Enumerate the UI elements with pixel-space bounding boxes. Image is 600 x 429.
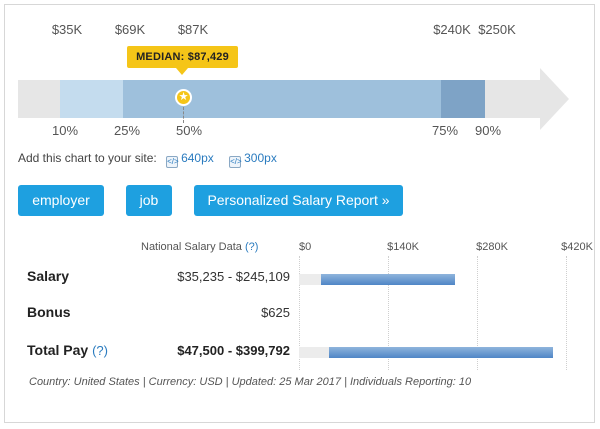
national-salary-data-header: National Salary Data (?)	[141, 241, 259, 253]
axis-tick-0: $0	[299, 241, 312, 253]
gridline	[388, 256, 389, 370]
axis-tick-140k: $140K	[387, 241, 419, 253]
salary-distribution-bar	[18, 68, 569, 130]
help-link[interactable]: (?)	[92, 343, 108, 358]
star-icon: ★	[175, 89, 192, 106]
top-label-p75: $240K	[433, 22, 471, 37]
median-marker-line	[183, 107, 184, 123]
median-badge-pointer	[176, 68, 188, 75]
embed-chart-row: Add this chart to your site: </> 640px </…	[18, 151, 277, 168]
top-label-p50: $87K	[177, 22, 209, 37]
embed-code-icon: </>	[229, 156, 242, 168]
personalized-salary-report-button[interactable]: Personalized Salary Report »	[194, 185, 403, 216]
salary-label: Salary	[27, 268, 70, 284]
job-button[interactable]: job	[126, 185, 172, 216]
employer-button[interactable]: employer	[18, 185, 104, 216]
embed-code-icon: </>	[166, 156, 179, 168]
embed-300-link[interactable]: </> 300px	[229, 151, 277, 168]
top-label-p25: $69K	[114, 22, 146, 37]
embed-640-link[interactable]: </> 640px	[166, 151, 214, 168]
median-badge: MEDIAN: $87,429	[127, 46, 238, 68]
percentile-label-50: 50%	[175, 123, 203, 138]
percentile-label-75: 75%	[431, 123, 459, 138]
range-p75-p90	[441, 80, 485, 118]
range-p10-p25	[60, 80, 123, 118]
percentile-label-10: 10%	[51, 123, 79, 138]
bonus-value: $625	[261, 305, 290, 320]
embed-prompt: Add this chart to your site:	[18, 151, 157, 165]
top-label-p90: $250K	[478, 22, 516, 37]
range-p25-p75	[123, 80, 441, 118]
axis-tick-280k: $280K	[476, 241, 508, 253]
percentile-label-90: 90%	[474, 123, 502, 138]
gridline	[299, 256, 300, 370]
top-label-p10: $35K	[51, 22, 83, 37]
salary-range-track	[299, 274, 321, 285]
salary-range-bar	[321, 274, 455, 285]
total-pay-label: Total Pay (?)	[27, 342, 108, 358]
salary-value: $35,235 - $245,109	[177, 269, 290, 284]
total-pay-range-bar	[329, 347, 554, 358]
report-metadata: Country: United States | Currency: USD |…	[29, 376, 472, 388]
axis-tick-420k: $420K	[561, 241, 593, 253]
help-link[interactable]: (?)	[244, 241, 259, 253]
bonus-label: Bonus	[27, 304, 71, 320]
total-pay-range-track	[299, 347, 329, 358]
total-pay-value: $47,500 - $399,792	[177, 343, 290, 358]
gridline	[477, 256, 478, 370]
percentile-label-25: 25%	[113, 123, 141, 138]
gridline	[566, 256, 567, 370]
